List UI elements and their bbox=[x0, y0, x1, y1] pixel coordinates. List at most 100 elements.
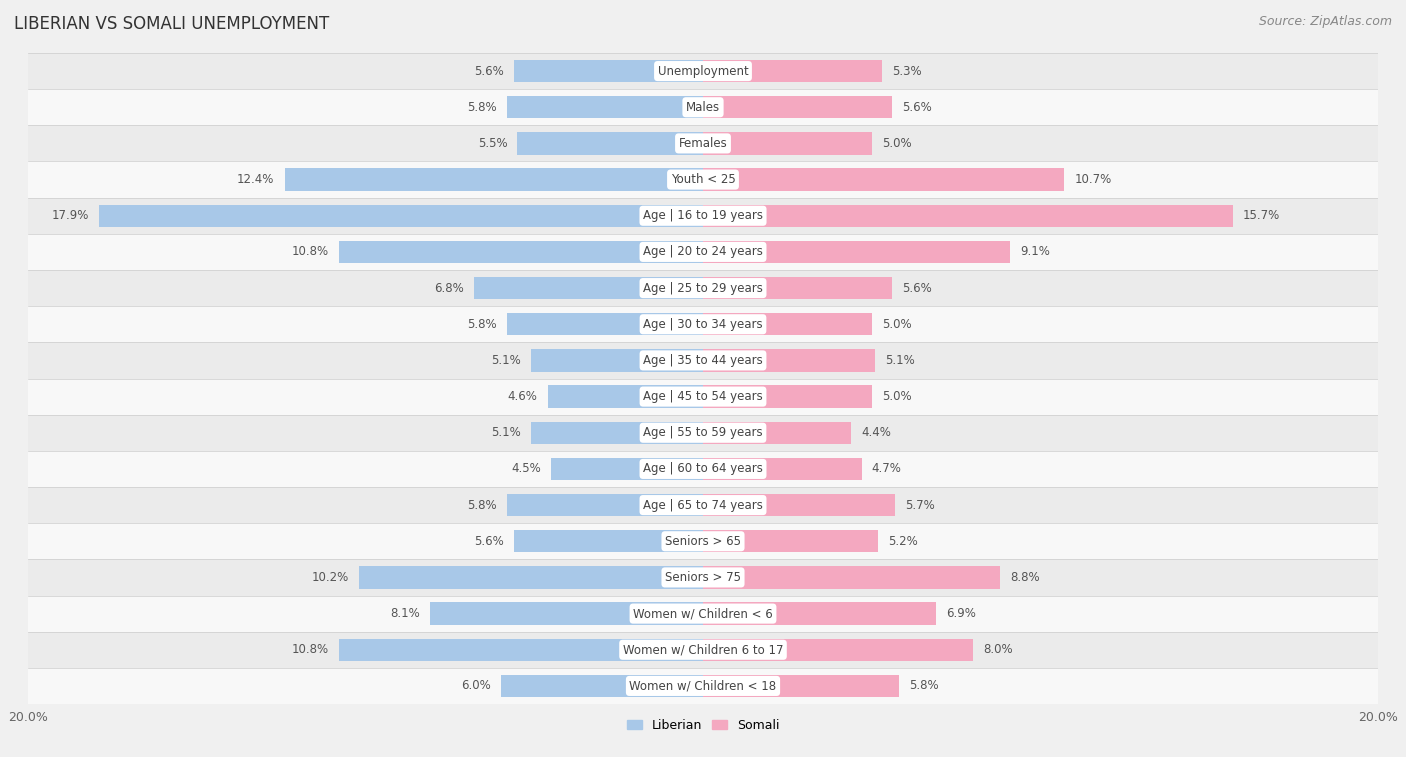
Bar bbox=[703, 241, 1010, 263]
Text: 6.8%: 6.8% bbox=[433, 282, 464, 294]
Text: 15.7%: 15.7% bbox=[1243, 209, 1279, 223]
Bar bbox=[703, 132, 872, 154]
Bar bbox=[28, 415, 1378, 451]
Text: 5.1%: 5.1% bbox=[886, 354, 915, 367]
Bar bbox=[548, 385, 703, 408]
Bar bbox=[703, 566, 1000, 589]
Bar bbox=[703, 422, 852, 444]
Text: 5.8%: 5.8% bbox=[468, 318, 498, 331]
Text: 5.6%: 5.6% bbox=[474, 534, 503, 548]
Text: 5.2%: 5.2% bbox=[889, 534, 918, 548]
Bar bbox=[703, 277, 891, 299]
Text: Age | 45 to 54 years: Age | 45 to 54 years bbox=[643, 390, 763, 403]
Bar bbox=[508, 96, 703, 118]
Bar bbox=[703, 530, 879, 553]
Text: 5.1%: 5.1% bbox=[491, 354, 520, 367]
Text: Age | 65 to 74 years: Age | 65 to 74 years bbox=[643, 499, 763, 512]
Text: Age | 35 to 44 years: Age | 35 to 44 years bbox=[643, 354, 763, 367]
Bar bbox=[531, 349, 703, 372]
Bar bbox=[703, 349, 875, 372]
Text: Age | 20 to 24 years: Age | 20 to 24 years bbox=[643, 245, 763, 258]
Text: 5.0%: 5.0% bbox=[882, 137, 911, 150]
Bar bbox=[703, 674, 898, 697]
Text: 5.5%: 5.5% bbox=[478, 137, 508, 150]
Text: 8.8%: 8.8% bbox=[1010, 571, 1039, 584]
Text: Women w/ Children < 18: Women w/ Children < 18 bbox=[630, 680, 776, 693]
Bar bbox=[703, 494, 896, 516]
Bar bbox=[28, 631, 1378, 668]
Bar bbox=[28, 342, 1378, 378]
Text: 5.0%: 5.0% bbox=[882, 318, 911, 331]
Text: LIBERIAN VS SOMALI UNEMPLOYMENT: LIBERIAN VS SOMALI UNEMPLOYMENT bbox=[14, 15, 329, 33]
Bar bbox=[28, 487, 1378, 523]
Text: Unemployment: Unemployment bbox=[658, 64, 748, 77]
Text: 5.6%: 5.6% bbox=[903, 282, 932, 294]
Bar bbox=[703, 603, 936, 625]
Bar bbox=[284, 168, 703, 191]
Bar bbox=[531, 422, 703, 444]
Bar bbox=[703, 204, 1233, 227]
Bar bbox=[703, 639, 973, 661]
Bar bbox=[703, 313, 872, 335]
Text: Source: ZipAtlas.com: Source: ZipAtlas.com bbox=[1258, 15, 1392, 28]
Text: 5.8%: 5.8% bbox=[908, 680, 938, 693]
Bar bbox=[28, 89, 1378, 126]
Bar bbox=[98, 204, 703, 227]
Bar bbox=[508, 494, 703, 516]
Text: Males: Males bbox=[686, 101, 720, 114]
Text: 5.0%: 5.0% bbox=[882, 390, 911, 403]
Text: 8.1%: 8.1% bbox=[389, 607, 419, 620]
Bar bbox=[339, 241, 703, 263]
Bar bbox=[28, 234, 1378, 270]
Text: 6.0%: 6.0% bbox=[461, 680, 491, 693]
Text: Youth < 25: Youth < 25 bbox=[671, 173, 735, 186]
Text: Age | 30 to 34 years: Age | 30 to 34 years bbox=[643, 318, 763, 331]
Text: Age | 55 to 59 years: Age | 55 to 59 years bbox=[643, 426, 763, 439]
Bar bbox=[28, 668, 1378, 704]
Bar bbox=[551, 458, 703, 480]
Bar bbox=[28, 596, 1378, 631]
Text: 4.6%: 4.6% bbox=[508, 390, 537, 403]
Bar bbox=[28, 161, 1378, 198]
Text: Women w/ Children 6 to 17: Women w/ Children 6 to 17 bbox=[623, 643, 783, 656]
Bar bbox=[28, 53, 1378, 89]
Text: 10.2%: 10.2% bbox=[312, 571, 349, 584]
Text: 4.7%: 4.7% bbox=[872, 463, 901, 475]
Text: 5.6%: 5.6% bbox=[903, 101, 932, 114]
Bar bbox=[508, 313, 703, 335]
Bar bbox=[515, 530, 703, 553]
Text: 5.3%: 5.3% bbox=[891, 64, 921, 77]
Text: Women w/ Children < 6: Women w/ Children < 6 bbox=[633, 607, 773, 620]
Text: 10.8%: 10.8% bbox=[291, 643, 329, 656]
Text: 10.7%: 10.7% bbox=[1074, 173, 1111, 186]
Legend: Liberian, Somali: Liberian, Somali bbox=[621, 714, 785, 737]
Bar bbox=[703, 168, 1064, 191]
Bar bbox=[339, 639, 703, 661]
Bar bbox=[28, 270, 1378, 306]
Bar bbox=[501, 674, 703, 697]
Text: Seniors > 65: Seniors > 65 bbox=[665, 534, 741, 548]
Bar bbox=[28, 198, 1378, 234]
Bar bbox=[28, 559, 1378, 596]
Bar bbox=[517, 132, 703, 154]
Text: 5.6%: 5.6% bbox=[474, 64, 503, 77]
Text: 5.8%: 5.8% bbox=[468, 101, 498, 114]
Text: 8.0%: 8.0% bbox=[983, 643, 1012, 656]
Bar bbox=[703, 458, 862, 480]
Text: Seniors > 75: Seniors > 75 bbox=[665, 571, 741, 584]
Text: 4.5%: 4.5% bbox=[512, 463, 541, 475]
Bar bbox=[703, 385, 872, 408]
Bar bbox=[430, 603, 703, 625]
Text: 17.9%: 17.9% bbox=[52, 209, 89, 223]
Text: Age | 25 to 29 years: Age | 25 to 29 years bbox=[643, 282, 763, 294]
Bar bbox=[703, 60, 882, 83]
Bar bbox=[359, 566, 703, 589]
Bar bbox=[515, 60, 703, 83]
Bar bbox=[28, 306, 1378, 342]
Text: 9.1%: 9.1% bbox=[1021, 245, 1050, 258]
Bar bbox=[28, 378, 1378, 415]
Text: 5.7%: 5.7% bbox=[905, 499, 935, 512]
Bar bbox=[28, 451, 1378, 487]
Bar bbox=[703, 96, 891, 118]
Text: 5.8%: 5.8% bbox=[468, 499, 498, 512]
